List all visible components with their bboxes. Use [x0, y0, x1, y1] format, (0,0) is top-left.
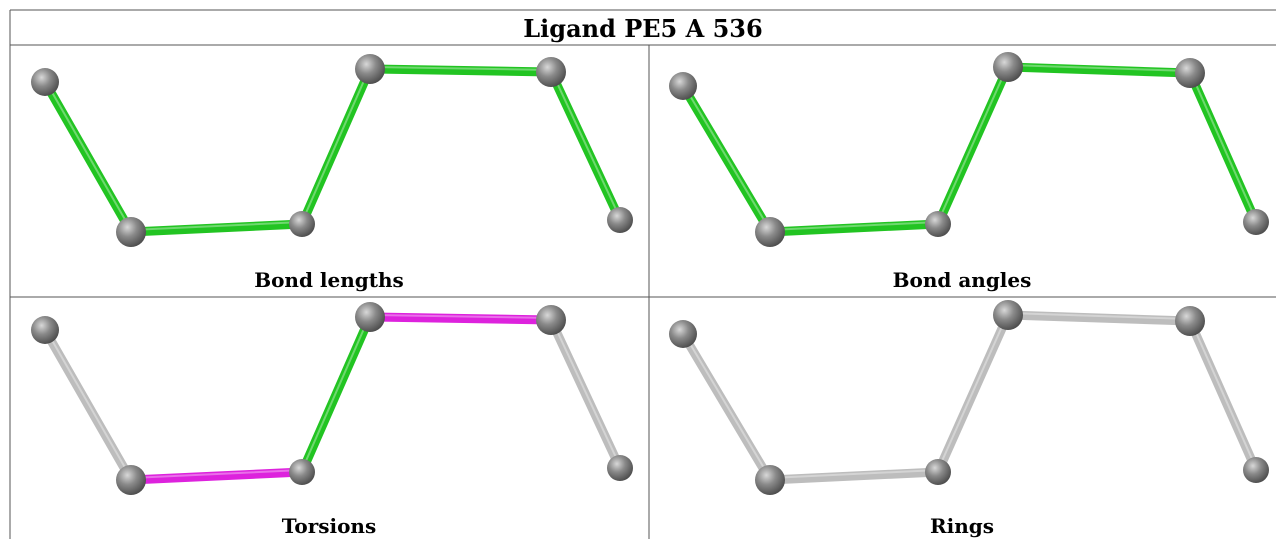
panel-bond-angles: Bond angles [669, 52, 1269, 292]
bond-highlight [769, 221, 939, 231]
atom [116, 217, 146, 247]
bond-highlight [130, 469, 303, 479]
atom [536, 305, 566, 335]
bond-not-assessed [678, 329, 775, 485]
bond-highlight [682, 83, 771, 231]
bond-highlight [1007, 64, 1191, 72]
bond-highlight [682, 331, 771, 479]
bond-highlight [44, 79, 132, 231]
bond-good [1185, 68, 1261, 227]
atom [993, 300, 1023, 330]
atom [355, 54, 385, 84]
atom-group [669, 52, 1269, 247]
atom [755, 217, 785, 247]
bond-highlight [369, 314, 552, 319]
bond-highlight [769, 469, 939, 479]
bond-group [678, 310, 1261, 485]
bond-good [1003, 62, 1195, 78]
bond-highlight [301, 66, 371, 223]
bond-outlier [365, 312, 556, 325]
atom [1243, 457, 1269, 483]
atom [31, 316, 59, 344]
bond-good [933, 62, 1013, 229]
panel-bond-lengths: Bond lengths [31, 54, 633, 292]
atom [925, 211, 951, 237]
bond-good [678, 81, 775, 237]
bond-good [365, 64, 556, 77]
bond-highlight [130, 221, 303, 231]
panel-torsions: Torsions [31, 302, 633, 538]
atom [536, 57, 566, 87]
bond-highlight [550, 317, 621, 467]
bond-highlight [369, 66, 552, 71]
figure-title: Ligand PE5 A 536 [523, 14, 762, 43]
atom [669, 72, 697, 100]
bond-highlight [550, 69, 621, 219]
bond-highlight [1007, 312, 1191, 320]
atom [607, 207, 633, 233]
atom [116, 465, 146, 495]
table-grid [9, 9, 1276, 539]
atom-group [669, 300, 1269, 495]
bond-good [126, 219, 307, 237]
atom [993, 52, 1023, 82]
atom [925, 459, 951, 485]
panel-label-rings: Rings [930, 514, 994, 538]
atom [669, 320, 697, 348]
panel-label-torsions: Torsions [282, 514, 376, 538]
bond-not-assessed [40, 325, 136, 485]
atom [289, 459, 315, 485]
bond-group [40, 64, 625, 237]
bond-not-assessed [546, 315, 625, 473]
atom [1175, 306, 1205, 336]
atom [607, 455, 633, 481]
bond-not-assessed [1003, 310, 1195, 326]
atom-group [31, 302, 633, 495]
bond-highlight [1189, 318, 1257, 469]
bond-highlight [1189, 70, 1257, 221]
bond-group [40, 312, 625, 485]
bond-outlier [126, 467, 307, 485]
bond-good [765, 219, 943, 237]
bond-good [546, 67, 625, 225]
atom [289, 211, 315, 237]
atom-group [31, 54, 633, 247]
bond-highlight [937, 64, 1009, 223]
atom [355, 302, 385, 332]
bond-not-assessed [933, 310, 1013, 477]
panel-rings: Rings [669, 300, 1269, 538]
bond-good [297, 312, 375, 477]
bond-not-assessed [765, 467, 943, 485]
bond-highlight [301, 314, 371, 471]
atom [1175, 58, 1205, 88]
bond-good [297, 64, 375, 229]
atom [31, 68, 59, 96]
panel-label-bond-lengths: Bond lengths [254, 268, 404, 292]
bond-group [678, 62, 1261, 237]
bond-good [40, 77, 136, 237]
bond-highlight [937, 312, 1009, 471]
bond-highlight [44, 327, 132, 479]
panel-label-bond-angles: Bond angles [893, 268, 1032, 292]
atom [755, 465, 785, 495]
atom [1243, 209, 1269, 235]
bond-not-assessed [1185, 316, 1261, 475]
